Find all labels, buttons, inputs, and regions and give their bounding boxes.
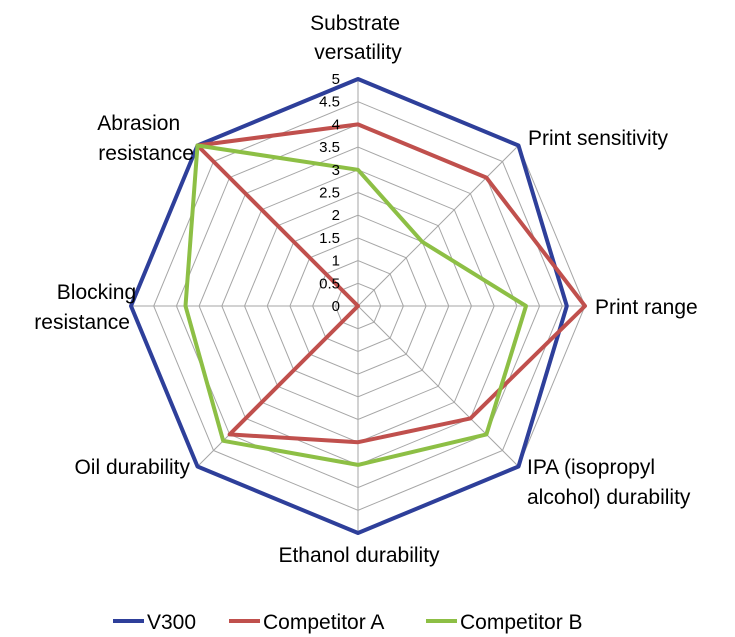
legend-label-v300: V300 xyxy=(147,611,196,634)
axis-label-line: Blocking xyxy=(57,281,136,304)
axis-label-line: alcohol) durability xyxy=(527,486,691,509)
axis-label-print-sensitivity: Print sensitivity xyxy=(528,127,669,150)
legend: V300 Competitor A Competitor B xyxy=(113,611,583,634)
axis-label-line: IPA (isopropyl xyxy=(527,456,655,479)
tick-label: 0 xyxy=(332,298,340,315)
legend-label-competitor-b: Competitor B xyxy=(460,611,583,634)
series-line-v300 xyxy=(129,77,569,535)
axis-label-ipa-durability: IPA (isopropyl alcohol) durability xyxy=(527,456,691,509)
tick-label: 2 xyxy=(332,207,340,224)
axis-label-line: resistance xyxy=(98,142,194,165)
grid-spoke xyxy=(357,145,519,307)
radial-tick-labels: 0 0.5 1 1.5 2 2.5 3 3.5 4 4.5 5 xyxy=(319,71,340,315)
grid-spoke xyxy=(357,305,519,467)
tick-label: 3.5 xyxy=(319,139,340,156)
series-line-competitor-b xyxy=(183,143,528,467)
axis-label-oil-durability: Oil durability xyxy=(74,456,190,479)
tick-label: 5 xyxy=(332,71,340,88)
tick-label: 1.5 xyxy=(319,230,340,247)
tick-label: 2.5 xyxy=(319,185,340,202)
axis-label-line: versatility xyxy=(314,41,402,64)
axis-label-blocking-resistance: Blocking resistance xyxy=(34,281,142,334)
axis-label-print-range: Print range xyxy=(595,296,698,319)
tick-label: 3 xyxy=(332,162,340,179)
axis-label-line: resistance xyxy=(34,311,130,334)
axis-label-line: Abrasion xyxy=(97,112,180,135)
tick-label: 4 xyxy=(332,116,340,133)
axis-label-line: Substrate xyxy=(310,12,400,35)
axis-label-substrate-versatility: Substrate versatility xyxy=(310,12,406,64)
radar-series xyxy=(129,77,587,535)
tick-label: 0.5 xyxy=(319,275,340,292)
tick-label: 4.5 xyxy=(319,94,340,111)
series-line-competitor-a xyxy=(195,122,587,445)
tick-label: 1 xyxy=(332,253,340,270)
axis-label-abrasion-resistance: Abrasion resistance xyxy=(97,112,194,165)
axis-label-ethanol-durability: Ethanol durability xyxy=(278,544,440,567)
legend-label-competitor-a: Competitor A xyxy=(263,611,384,634)
